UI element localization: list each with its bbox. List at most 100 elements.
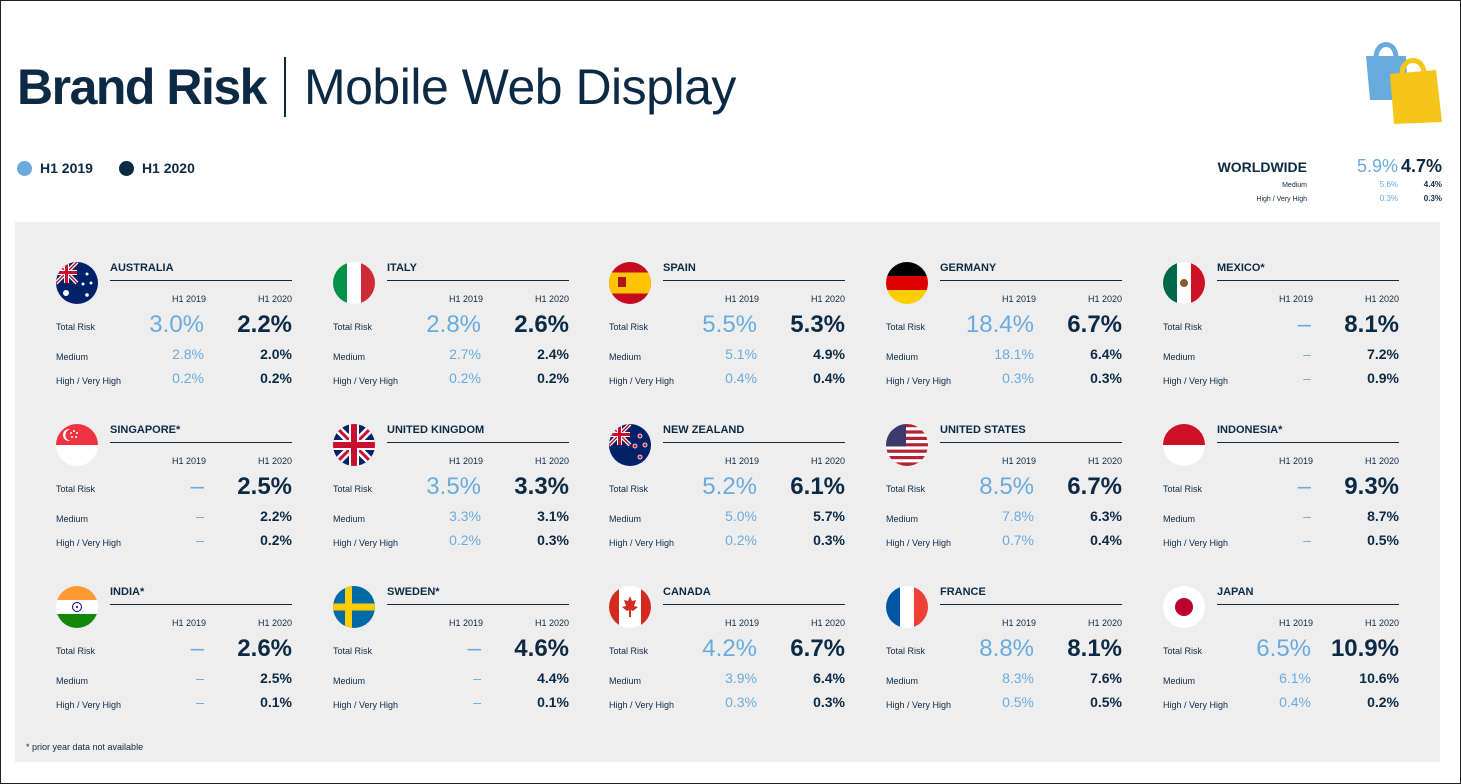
col-header-2019: H1 2019 [171,294,206,304]
total-risk-label: Total Risk [56,484,96,494]
total-risk-label: Total Risk [333,646,373,656]
worldwide-total-2020: 4.7% [1400,156,1442,176]
legend-label-2019: H1 2019 [40,160,93,176]
country-name: SPAIN [663,262,845,281]
country-name: SINGAPORE* [110,424,292,443]
medium-2019: – [196,670,204,686]
col-header-2020: H1 2020 [810,618,845,628]
col-header-2019: H1 2019 [448,618,483,628]
total-risk-2019: – [1297,473,1311,500]
total-risk-2019: 8.5% [979,473,1034,500]
total-risk-2020: 3.3% [514,473,569,500]
country-card-australia: AUSTRALIA H1 2019 H1 2020 Total Risk 3.0% 2.2… [56,262,296,392]
medium-label: Medium [56,514,89,524]
high-2020: 0.2% [537,370,569,386]
total-risk-label: Total Risk [56,646,96,656]
col-header-2020: H1 2020 [1364,618,1399,628]
total-risk-2019: – [190,473,204,500]
worldwide-summary: WORLDWIDE 5.9% 4.7% Medium 5.6% 4.4% Hig… [1180,156,1442,206]
legend-dot-2020 [118,160,134,176]
medium-2019: – [473,670,481,686]
medium-2020: 4.9% [813,346,845,362]
total-risk-2019: 5.5% [702,311,757,338]
medium-2019: – [196,508,204,524]
total-risk-label: Total Risk [609,322,649,332]
high-label: High / Very High [56,538,122,548]
singapore-flag-icon [56,424,98,466]
high-label: High / Very High [886,538,952,548]
country-card-mexico: MEXICO* H1 2019 H1 2020 Total Risk – 8.1% Medi… [1163,262,1403,392]
country-card-uk: UNITED KINGDOM H1 2019 H1 2020 Total Risk 3.… [333,424,573,554]
col-header-2020: H1 2020 [1087,456,1122,466]
col-header-2019: H1 2019 [448,294,483,304]
title-bold: Brand Risk [17,59,267,115]
france-flag-icon [886,586,928,628]
medium-label: Medium [56,676,89,686]
total-risk-2019: – [467,635,481,662]
high-label: High / Very High [333,376,399,386]
canada-flag-icon [609,586,651,628]
high-2020: 0.9% [1367,370,1399,386]
medium-label: Medium [886,514,919,524]
medium-2019: 8.3% [1002,670,1034,686]
worldwide-label: WORLDWIDE [1217,159,1307,175]
country-card-singapore: SINGAPORE* H1 2019 H1 2020 Total Risk – 2.5% M… [56,424,296,554]
high-2020: 0.3% [813,694,845,710]
col-header-2019: H1 2019 [171,618,206,628]
high-2020: 0.2% [260,370,292,386]
medium-label: Medium [1163,514,1196,524]
total-risk-2020: 2.6% [514,311,569,338]
high-2020: 0.2% [1367,694,1399,710]
high-2019: 0.2% [172,370,204,386]
high-2019: 0.4% [1279,694,1311,710]
col-header-2019: H1 2019 [1278,618,1313,628]
medium-2019: 7.8% [1002,508,1034,524]
total-risk-2020: 2.2% [237,311,292,338]
col-header-2019: H1 2019 [1278,294,1313,304]
high-label: High / Very High [333,538,399,548]
medium-2019: 3.3% [449,508,481,524]
total-risk-2020: 4.6% [514,635,569,662]
col-header-2019: H1 2019 [1001,456,1036,466]
total-risk-2019: 8.8% [979,635,1034,662]
country-card-japan: JAPAN H1 2019 H1 2020 Total Risk 6.5% 10.9% Me… [1163,586,1403,716]
col-header-2019: H1 2019 [724,294,759,304]
total-risk-label: Total Risk [609,646,649,656]
total-risk-2019: – [190,635,204,662]
high-2019: 0.4% [725,370,757,386]
col-header-2020: H1 2020 [257,618,292,628]
col-header-2019: H1 2019 [448,456,483,466]
medium-label: Medium [333,352,366,362]
worldwide-total-2019: 5.9% [1356,156,1398,176]
footnote: * prior year data not available [26,742,144,752]
total-risk-2020: 2.6% [237,635,292,662]
medium-2020: 2.2% [260,508,292,524]
medium-2019: – [1303,346,1311,362]
medium-label: Medium [886,352,919,362]
sweden-flag-icon [333,586,375,628]
medium-label: Medium [56,352,89,362]
col-header-2020: H1 2020 [1087,618,1122,628]
medium-2019: 6.1% [1279,670,1311,686]
total-risk-label: Total Risk [886,322,926,332]
col-header-2020: H1 2020 [810,294,845,304]
high-label: High / Very High [609,376,675,386]
high-label: High / Very High [609,538,675,548]
country-panel [15,222,1440,762]
medium-label: Medium [333,514,366,524]
country-name: AUSTRALIA [110,262,292,281]
high-2020: 0.4% [1090,532,1122,548]
medium-2020: 7.2% [1367,346,1399,362]
legend-dot-2019 [17,160,32,176]
col-header-2019: H1 2019 [1001,294,1036,304]
country-name: CANADA [663,586,845,605]
total-risk-label: Total Risk [333,484,373,494]
worldwide-high-2020: 0.3% [1423,194,1442,203]
col-header-2020: H1 2020 [810,456,845,466]
col-header-2020: H1 2020 [257,456,292,466]
country-name: JAPAN [1217,586,1399,605]
total-risk-label: Total Risk [56,322,96,332]
uk-flag-icon [333,424,375,466]
country-card-france: FRANCE H1 2019 H1 2020 Total Risk 8.8% 8.1% Me… [886,586,1126,716]
total-risk-2019: 3.0% [149,311,204,338]
